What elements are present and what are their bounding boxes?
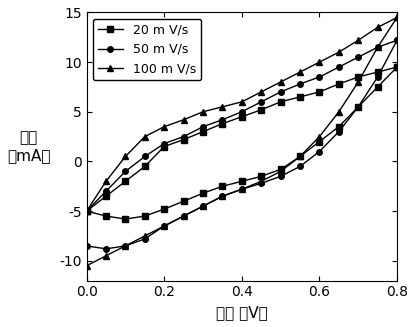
- 100 m V/s: [375, 26, 380, 29]
- 50 m V/s: [142, 155, 147, 159]
- 50 m V/s: [278, 90, 283, 94]
- 100 m V/s: [220, 105, 225, 109]
- 50 m V/s: [259, 100, 264, 104]
- 100 m V/s: [200, 110, 205, 114]
- 20 m V/s: [336, 82, 341, 86]
- 100 m V/s: [395, 15, 400, 19]
- 50 m V/s: [103, 189, 108, 193]
- 20 m V/s: [103, 194, 108, 198]
- 50 m V/s: [356, 55, 361, 59]
- 20 m V/s: [162, 145, 167, 148]
- 100 m V/s: [103, 179, 108, 183]
- 100 m V/s: [317, 60, 322, 64]
- 50 m V/s: [239, 110, 244, 114]
- 20 m V/s: [298, 95, 303, 99]
- 20 m V/s: [181, 138, 186, 142]
- 50 m V/s: [84, 209, 89, 213]
- 100 m V/s: [142, 135, 147, 139]
- 50 m V/s: [336, 65, 341, 69]
- 50 m V/s: [298, 82, 303, 86]
- 20 m V/s: [239, 115, 244, 119]
- 20 m V/s: [317, 90, 322, 94]
- 20 m V/s: [220, 122, 225, 126]
- 100 m V/s: [278, 80, 283, 84]
- 20 m V/s: [278, 100, 283, 104]
- X-axis label: 电压 （V）: 电压 （V）: [216, 305, 268, 320]
- 20 m V/s: [375, 70, 380, 74]
- 20 m V/s: [356, 75, 361, 79]
- 20 m V/s: [259, 108, 264, 112]
- 100 m V/s: [84, 209, 89, 213]
- 100 m V/s: [239, 100, 244, 104]
- 20 m V/s: [123, 179, 128, 183]
- 100 m V/s: [259, 90, 264, 94]
- Legend: 20 m V/s, 50 m V/s, 100 m V/s: 20 m V/s, 50 m V/s, 100 m V/s: [93, 19, 201, 80]
- Line: 50 m V/s: 50 m V/s: [84, 38, 400, 214]
- Line: 100 m V/s: 100 m V/s: [84, 15, 400, 214]
- Y-axis label: 电流
（mA）: 电流 （mA）: [7, 130, 51, 163]
- 20 m V/s: [142, 164, 147, 168]
- 20 m V/s: [200, 130, 205, 134]
- Line: 20 m V/s: 20 m V/s: [84, 64, 400, 214]
- 50 m V/s: [181, 135, 186, 139]
- 50 m V/s: [395, 38, 400, 42]
- 100 m V/s: [298, 70, 303, 74]
- 100 m V/s: [336, 50, 341, 54]
- 50 m V/s: [123, 169, 128, 173]
- 50 m V/s: [200, 125, 205, 129]
- 20 m V/s: [84, 209, 89, 213]
- 100 m V/s: [123, 155, 128, 159]
- 50 m V/s: [220, 118, 225, 122]
- 20 m V/s: [395, 65, 400, 69]
- 100 m V/s: [181, 118, 186, 122]
- 100 m V/s: [162, 125, 167, 129]
- 50 m V/s: [375, 45, 380, 49]
- 50 m V/s: [162, 142, 167, 146]
- 50 m V/s: [317, 75, 322, 79]
- 100 m V/s: [356, 38, 361, 42]
